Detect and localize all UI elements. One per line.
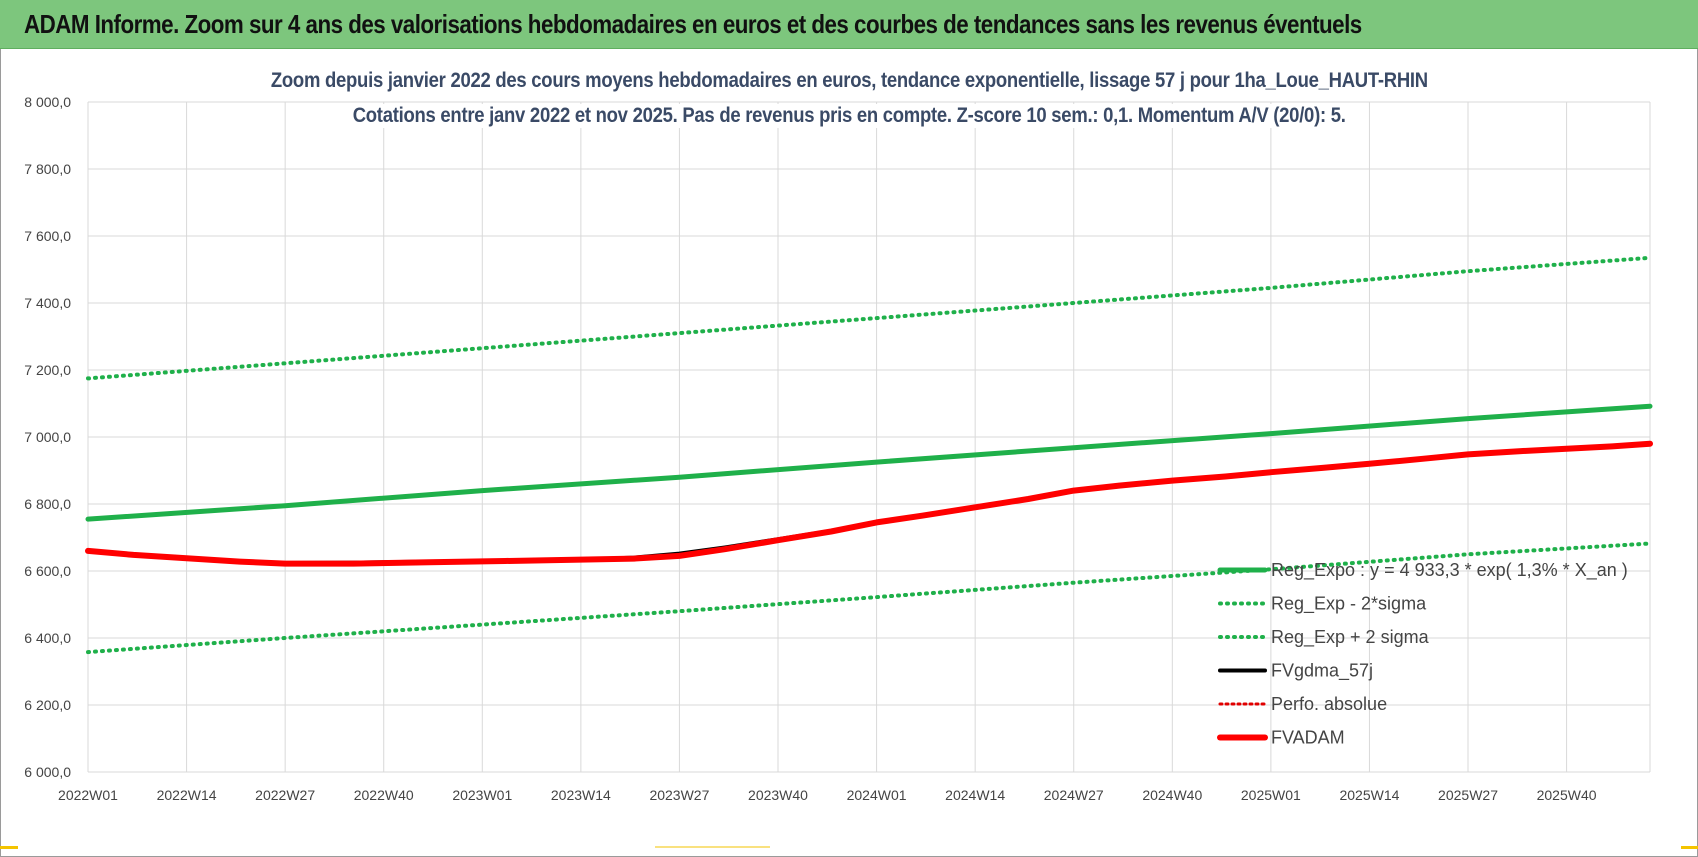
legend-label-5: FVADAM bbox=[1271, 728, 1345, 748]
x-tick-label: 2022W27 bbox=[255, 787, 315, 803]
chart-title-box: Zoom depuis janvier 2022 des cours moyen… bbox=[0, 69, 1698, 93]
legend-label-1: Reg_Exp - 2*sigma bbox=[1271, 594, 1427, 615]
x-tick-label: 2024W14 bbox=[945, 787, 1005, 803]
y-tick-label: 7 400,0 bbox=[24, 295, 71, 311]
x-tick-label: 2023W27 bbox=[649, 787, 709, 803]
corner-accent-left bbox=[0, 846, 18, 849]
x-tick-label: 2024W40 bbox=[1142, 787, 1202, 803]
series-line-5 bbox=[85, 440, 1653, 567]
x-tick-label: 2022W40 bbox=[354, 787, 414, 803]
y-tick-label: 6 200,0 bbox=[24, 697, 71, 713]
y-tick-label: 6 000,0 bbox=[24, 764, 71, 780]
bottom-accent bbox=[655, 846, 770, 848]
banner-title: ADAM Informe. Zoom sur 4 ans des valoris… bbox=[24, 9, 1362, 39]
x-tick-label: 2022W14 bbox=[157, 787, 217, 803]
y-tick-label: 7 200,0 bbox=[24, 362, 71, 378]
y-tick-label: 6 600,0 bbox=[24, 563, 71, 579]
y-tick-label: 7 000,0 bbox=[24, 429, 71, 445]
x-tick-label: 2024W01 bbox=[847, 787, 907, 803]
legend-label-4: Perfo. absolue bbox=[1271, 694, 1387, 714]
x-tick-label: 2023W40 bbox=[748, 787, 808, 803]
series-line-0 bbox=[85, 403, 1653, 522]
series-line-1 bbox=[86, 541, 1652, 655]
legend-label-2: Reg_Exp + 2 sigma bbox=[1271, 627, 1430, 648]
x-tick-label: 2025W40 bbox=[1537, 787, 1597, 803]
x-tick-label: 2023W01 bbox=[452, 787, 512, 803]
legend-label-3: FVgdma_57j bbox=[1271, 661, 1373, 682]
y-tick-label: 8 000,0 bbox=[24, 94, 71, 110]
chart-subtitle: Cotations entre janv 2022 et nov 2025. P… bbox=[347, 104, 1351, 128]
x-tick-label: 2023W14 bbox=[551, 787, 611, 803]
page-banner: ADAM Informe. Zoom sur 4 ans des valoris… bbox=[0, 0, 1698, 49]
x-tick-label: 2025W14 bbox=[1339, 787, 1399, 803]
y-tick-label: 7 800,0 bbox=[24, 161, 71, 177]
y-tick-label: 6 800,0 bbox=[24, 496, 71, 512]
x-tick-label: 2022W01 bbox=[58, 787, 118, 803]
legend-label-0: Reg_Expo : y = 4 933,3 * exp( 1,3% * X_a… bbox=[1271, 560, 1628, 581]
chart-subtitle-box: Cotations entre janv 2022 et nov 2025. P… bbox=[0, 104, 1698, 128]
y-tick-label: 6 400,0 bbox=[24, 630, 71, 646]
y-tick-label: 7 600,0 bbox=[24, 228, 71, 244]
series-line-2 bbox=[86, 255, 1652, 381]
x-tick-label: 2024W27 bbox=[1044, 787, 1104, 803]
corner-accent-right bbox=[1681, 846, 1698, 849]
chart-title: Zoom depuis janvier 2022 des cours moyen… bbox=[265, 69, 1433, 93]
x-tick-label: 2025W01 bbox=[1241, 787, 1301, 803]
x-tick-label: 2025W27 bbox=[1438, 787, 1498, 803]
